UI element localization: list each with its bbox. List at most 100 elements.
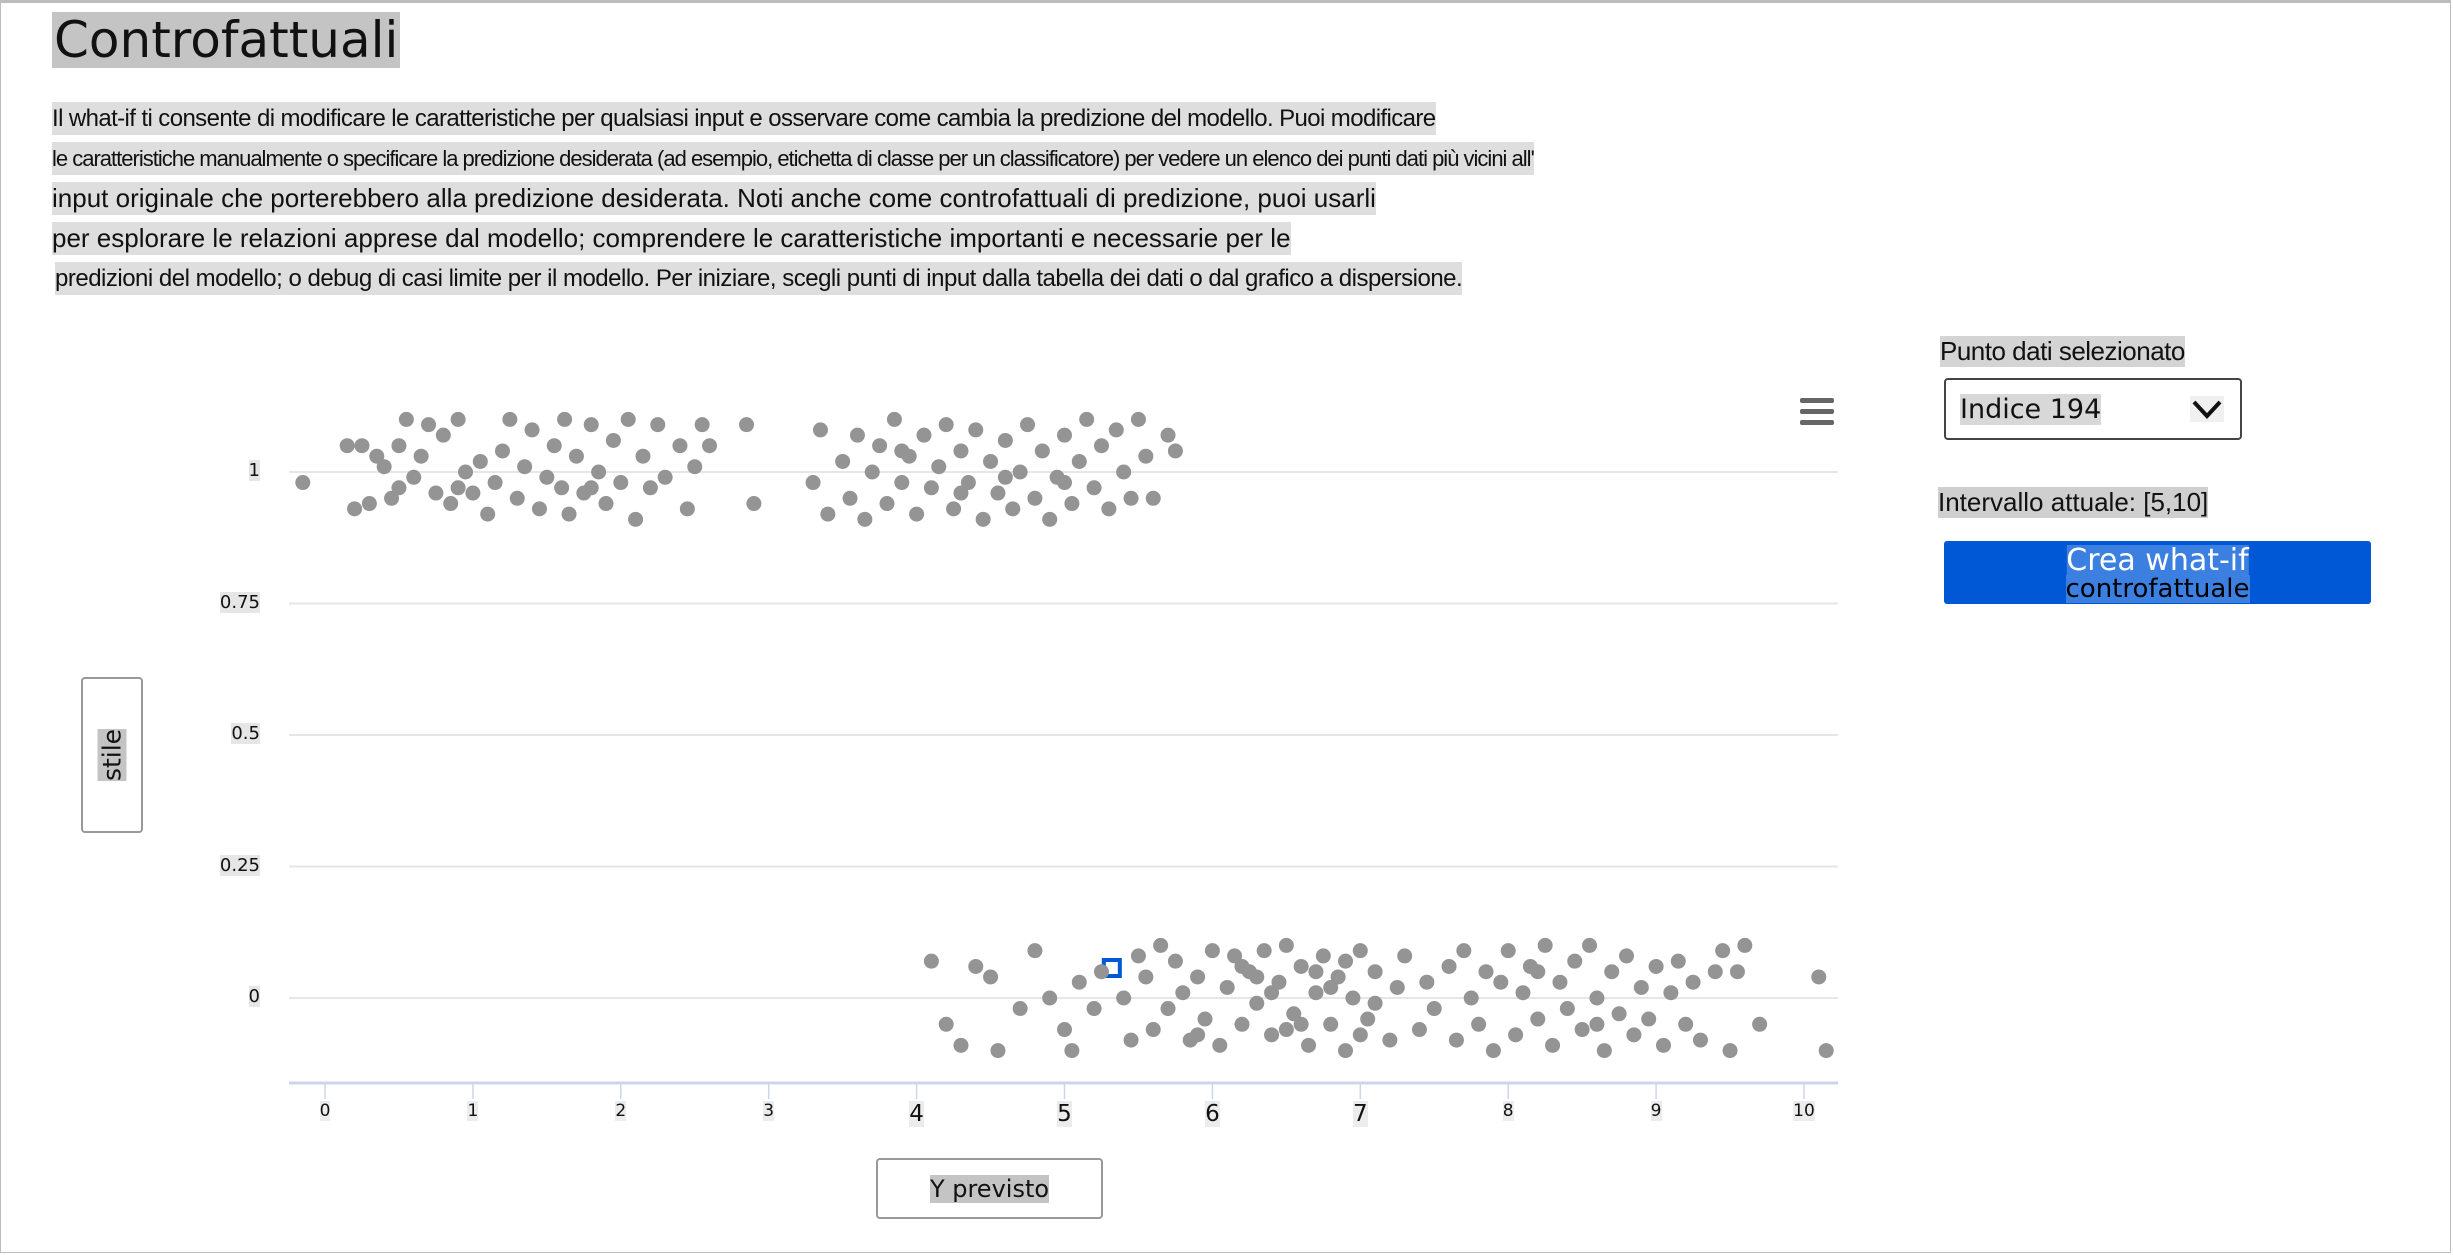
data-point[interactable] [1278, 937, 1294, 953]
data-point[interactable] [509, 490, 525, 506]
data-point[interactable] [1589, 990, 1605, 1006]
data-point[interactable] [642, 480, 658, 496]
data-point[interactable] [1552, 974, 1568, 990]
data-point[interactable] [1123, 1032, 1139, 1048]
data-point[interactable] [421, 417, 437, 433]
data-point[interactable] [1123, 490, 1139, 506]
data-point[interactable] [1116, 990, 1132, 1006]
data-point[interactable] [1559, 1001, 1575, 1017]
data-point[interactable] [1352, 943, 1368, 959]
data-point[interactable] [1567, 953, 1583, 969]
data-point[interactable] [990, 485, 1006, 501]
data-point[interactable] [443, 496, 459, 512]
data-point[interactable] [1448, 1032, 1464, 1048]
data-point[interactable] [517, 459, 533, 475]
data-point[interactable] [1249, 995, 1265, 1011]
data-point[interactable] [450, 411, 466, 427]
data-point[interactable] [894, 475, 910, 491]
data-point[interactable] [450, 480, 466, 496]
data-point[interactable] [1175, 985, 1191, 1001]
data-point[interactable] [1330, 969, 1346, 985]
data-point[interactable] [1027, 490, 1043, 506]
data-point[interactable] [1663, 985, 1679, 1001]
data-point[interactable] [1478, 964, 1494, 980]
data-point[interactable] [620, 411, 636, 427]
data-point[interactable] [997, 469, 1013, 485]
data-point[interactable] [679, 501, 695, 517]
data-point[interactable] [953, 443, 969, 459]
data-point[interactable] [1042, 511, 1058, 527]
data-point[interactable] [1367, 964, 1383, 980]
data-point[interactable] [1079, 411, 1095, 427]
data-point[interactable] [946, 501, 962, 517]
data-point[interactable] [960, 475, 976, 491]
data-point[interactable] [1611, 1006, 1627, 1022]
data-point[interactable] [583, 480, 599, 496]
data-point[interactable] [1093, 964, 1109, 980]
data-point[interactable] [1737, 937, 1753, 953]
data-point[interactable] [953, 1037, 969, 1053]
data-point[interactable] [458, 464, 474, 480]
data-point[interactable] [1811, 969, 1827, 985]
data-point[interactable] [1530, 964, 1546, 980]
data-point[interactable] [1071, 974, 1087, 990]
data-point[interactable] [687, 459, 703, 475]
data-point[interactable] [539, 469, 555, 485]
data-point[interactable] [435, 427, 451, 443]
data-point[interactable] [1715, 943, 1731, 959]
data-point[interactable] [1670, 953, 1686, 969]
data-point[interactable] [1256, 943, 1272, 959]
data-point[interactable] [1160, 1001, 1176, 1017]
data-point[interactable] [568, 448, 584, 464]
data-point[interactable] [1685, 974, 1701, 990]
data-point[interactable] [1648, 958, 1664, 974]
data-point[interactable] [1278, 1022, 1294, 1038]
data-point[interactable] [361, 496, 377, 512]
data-point[interactable] [1145, 490, 1161, 506]
data-point[interactable] [1190, 969, 1206, 985]
data-point[interactable] [1500, 943, 1516, 959]
data-point[interactable] [391, 438, 407, 454]
data-point[interactable] [1167, 953, 1183, 969]
data-point[interactable] [739, 417, 755, 433]
data-point[interactable] [1678, 1016, 1694, 1032]
data-point[interactable] [1167, 443, 1183, 459]
data-point[interactable] [1537, 937, 1553, 953]
data-point[interactable] [923, 480, 939, 496]
data-point[interactable] [1264, 1027, 1280, 1043]
data-point[interactable] [1471, 1016, 1487, 1032]
data-point[interactable] [561, 506, 577, 522]
data-point[interactable] [1138, 448, 1154, 464]
data-point[interactable] [1596, 1043, 1612, 1059]
data-point[interactable] [812, 422, 828, 438]
data-point[interactable] [923, 953, 939, 969]
data-point[interactable] [1626, 1027, 1642, 1043]
data-point[interactable] [1116, 464, 1132, 480]
data-point[interactable] [1086, 480, 1102, 496]
data-point[interactable] [487, 475, 503, 491]
data-point[interactable] [1027, 943, 1043, 959]
data-point[interactable] [613, 475, 629, 491]
data-point[interactable] [1323, 979, 1339, 995]
data-point[interactable] [1692, 1032, 1708, 1048]
data-point[interactable] [347, 501, 363, 517]
data-point[interactable] [1293, 958, 1309, 974]
data-point[interactable] [1057, 1022, 1072, 1038]
data-point[interactable] [879, 496, 895, 512]
data-point[interactable] [1545, 1037, 1561, 1053]
data-point[interactable] [384, 490, 400, 506]
data-point[interactable] [1604, 964, 1620, 980]
data-point[interactable] [864, 464, 880, 480]
data-point[interactable] [1707, 964, 1723, 980]
data-point[interactable] [398, 411, 414, 427]
data-point[interactable] [583, 417, 599, 433]
data-point[interactable] [1345, 990, 1361, 1006]
data-point[interactable] [1338, 953, 1354, 969]
data-point[interactable] [849, 427, 865, 443]
data-point[interactable] [1485, 1043, 1501, 1059]
data-point[interactable] [1012, 464, 1028, 480]
data-point[interactable] [406, 469, 422, 485]
data-point[interactable] [1582, 937, 1598, 953]
data-point[interactable] [857, 511, 873, 527]
data-point[interactable] [1145, 1022, 1161, 1038]
